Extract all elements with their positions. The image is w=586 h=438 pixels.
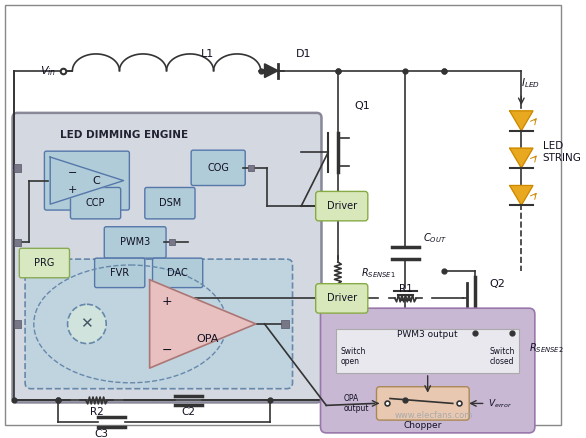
FancyBboxPatch shape bbox=[191, 150, 245, 186]
Text: LED DIMMING ENGINE: LED DIMMING ENGINE bbox=[60, 131, 188, 141]
Text: $R_{SENSE2}$: $R_{SENSE2}$ bbox=[529, 342, 564, 355]
FancyBboxPatch shape bbox=[12, 113, 322, 403]
Text: PRG: PRG bbox=[34, 258, 54, 268]
Text: ✕: ✕ bbox=[80, 316, 93, 332]
FancyBboxPatch shape bbox=[152, 258, 203, 288]
Bar bbox=[248, 165, 254, 171]
Text: $V_{in}$: $V_{in}$ bbox=[40, 64, 56, 78]
Bar bbox=[13, 239, 21, 246]
FancyBboxPatch shape bbox=[316, 191, 368, 221]
FancyBboxPatch shape bbox=[145, 187, 195, 219]
Text: Chopper: Chopper bbox=[404, 420, 442, 430]
FancyBboxPatch shape bbox=[25, 259, 292, 389]
Text: −: − bbox=[162, 344, 172, 357]
Text: Driver: Driver bbox=[326, 201, 357, 211]
Text: Switch
open: Switch open bbox=[341, 346, 366, 366]
Text: R1: R1 bbox=[398, 283, 413, 293]
Text: PWM3: PWM3 bbox=[120, 237, 150, 247]
Text: PWM3 output: PWM3 output bbox=[397, 330, 458, 339]
Text: CCP: CCP bbox=[86, 198, 105, 208]
Text: OPA: OPA bbox=[196, 334, 219, 344]
Text: D1: D1 bbox=[297, 49, 312, 59]
Bar bbox=[169, 240, 175, 245]
Text: Switch
closed: Switch closed bbox=[489, 346, 515, 366]
Text: $I_{LED}$: $I_{LED}$ bbox=[522, 77, 540, 90]
Text: LED
STRING: LED STRING bbox=[543, 141, 581, 163]
Text: Driver: Driver bbox=[326, 293, 357, 304]
Text: OPA
output: OPA output bbox=[343, 394, 369, 413]
Text: $C_{OUT}$: $C_{OUT}$ bbox=[423, 232, 447, 245]
Polygon shape bbox=[50, 157, 124, 204]
Polygon shape bbox=[510, 148, 533, 168]
Text: $R_{SENSE1}$: $R_{SENSE1}$ bbox=[361, 266, 396, 280]
FancyBboxPatch shape bbox=[104, 227, 166, 258]
FancyBboxPatch shape bbox=[19, 248, 70, 278]
Polygon shape bbox=[510, 111, 533, 131]
Text: +: + bbox=[162, 295, 172, 308]
Text: C2: C2 bbox=[181, 407, 195, 417]
Circle shape bbox=[67, 304, 106, 343]
Bar bbox=[281, 320, 289, 328]
Text: Q2: Q2 bbox=[489, 279, 505, 289]
Text: DSM: DSM bbox=[159, 198, 181, 208]
FancyBboxPatch shape bbox=[45, 151, 130, 210]
Text: FVR: FVR bbox=[110, 268, 130, 278]
Text: L1: L1 bbox=[201, 49, 214, 59]
Text: www.elecfans.com: www.elecfans.com bbox=[395, 411, 473, 420]
Polygon shape bbox=[264, 64, 278, 78]
FancyBboxPatch shape bbox=[316, 284, 368, 313]
FancyBboxPatch shape bbox=[94, 258, 145, 288]
Text: −: − bbox=[68, 168, 77, 178]
Text: +: + bbox=[68, 185, 77, 195]
FancyBboxPatch shape bbox=[321, 308, 535, 433]
Bar bbox=[13, 164, 21, 172]
FancyBboxPatch shape bbox=[377, 387, 469, 420]
Polygon shape bbox=[149, 280, 256, 368]
Text: Q1: Q1 bbox=[354, 101, 370, 111]
FancyBboxPatch shape bbox=[70, 187, 121, 219]
Bar bbox=[13, 320, 21, 328]
Text: $V_{error}$: $V_{error}$ bbox=[488, 397, 512, 410]
Text: R2: R2 bbox=[90, 407, 103, 417]
Bar bbox=[336, 329, 519, 373]
Text: DAC: DAC bbox=[167, 268, 188, 278]
Text: C: C bbox=[93, 176, 100, 186]
Text: C3: C3 bbox=[94, 429, 108, 438]
Text: COG: COG bbox=[207, 163, 229, 173]
Polygon shape bbox=[510, 186, 533, 205]
